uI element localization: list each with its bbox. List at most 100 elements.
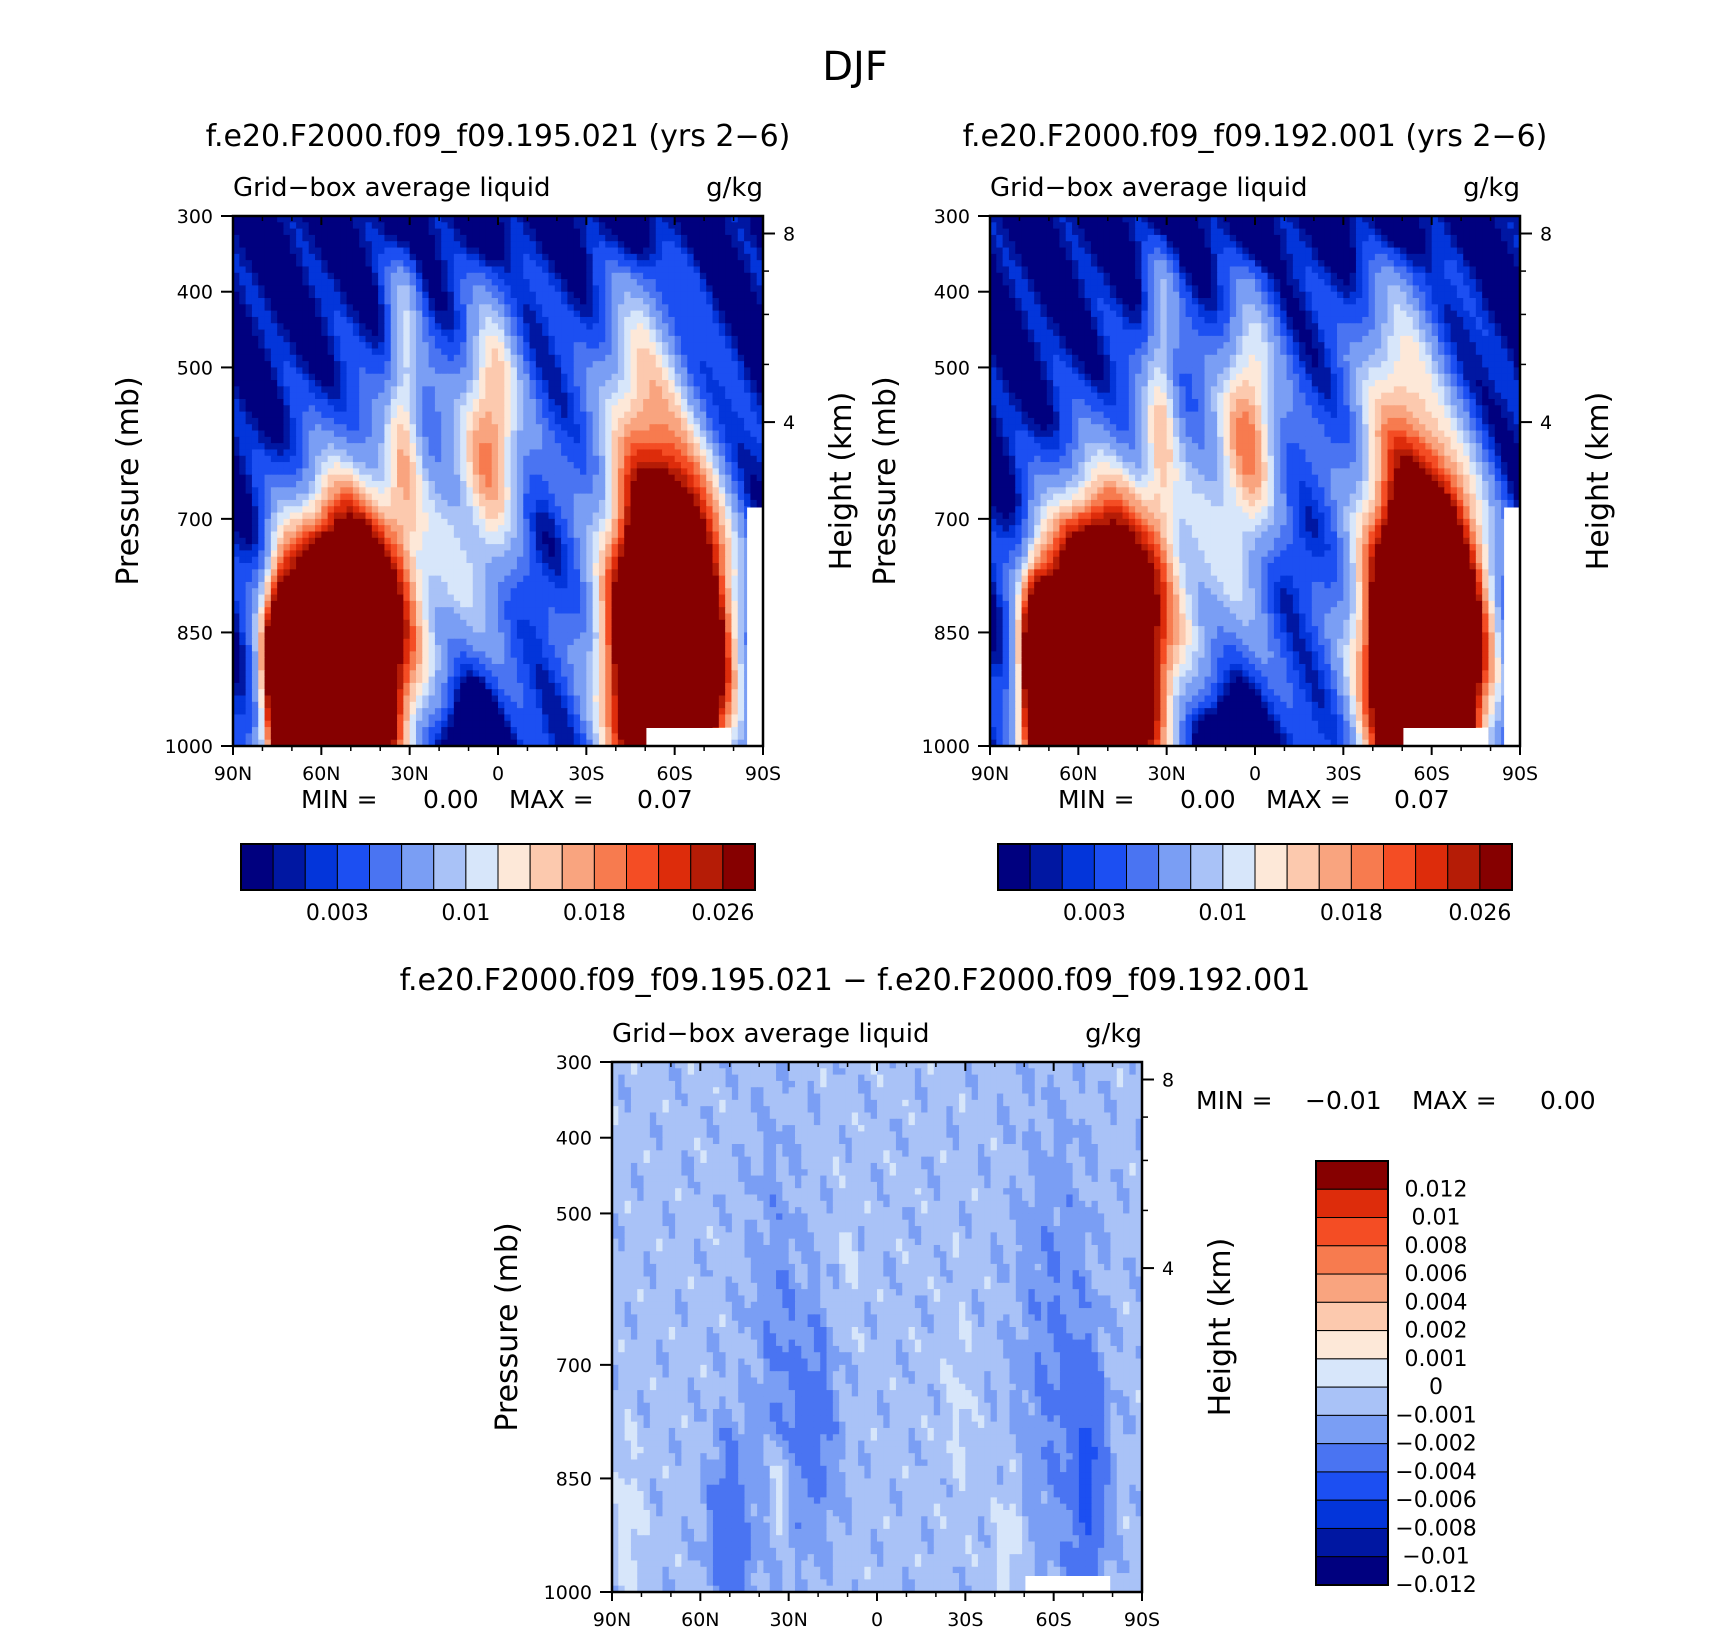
field-cell — [441, 569, 449, 577]
field-cell — [233, 499, 240, 507]
field-cell — [277, 304, 285, 312]
field-cell — [333, 216, 341, 223]
field-cell — [333, 468, 341, 476]
field-cell — [598, 556, 606, 564]
field-cell — [542, 436, 550, 444]
field-cell — [611, 569, 619, 577]
field-cell — [674, 443, 682, 451]
field-cell — [485, 335, 493, 343]
field-cell — [315, 499, 322, 507]
field-cell — [258, 373, 266, 381]
field-cell — [725, 329, 733, 337]
field-cell — [333, 285, 341, 293]
field-cell — [403, 234, 411, 242]
field-cell — [699, 298, 707, 305]
field-cell — [441, 417, 449, 425]
field-cell — [340, 512, 348, 520]
field-cell — [485, 563, 493, 570]
field-cell — [750, 474, 758, 482]
field-cell — [744, 316, 751, 324]
field-cell — [434, 304, 442, 312]
field-cell — [731, 253, 739, 261]
field-cell — [624, 455, 632, 463]
field-cell — [365, 493, 373, 501]
field-cell — [302, 588, 310, 596]
field-cell — [548, 234, 556, 242]
field-cell — [699, 266, 707, 274]
field-cell — [744, 417, 751, 425]
field-cell — [321, 291, 329, 299]
field-cell — [699, 373, 707, 381]
field-cell — [598, 386, 606, 394]
field-cell — [529, 430, 537, 438]
field-cell — [718, 241, 726, 249]
field-cell — [750, 222, 758, 230]
field-cell — [750, 417, 758, 425]
field-cell — [617, 216, 625, 223]
field-cell — [706, 373, 714, 381]
field-cell — [258, 512, 266, 520]
field-cell — [321, 342, 329, 350]
field-cell — [352, 367, 360, 375]
field-cell — [750, 443, 758, 451]
field-cell — [523, 405, 531, 413]
field-cell — [731, 462, 739, 469]
field-cell — [706, 493, 714, 501]
field-cell — [554, 380, 562, 387]
field-cell — [409, 411, 417, 419]
field-cell — [264, 323, 272, 331]
field-cell — [756, 436, 764, 444]
field-cell — [529, 411, 537, 419]
field-cell — [390, 430, 398, 438]
field-cell — [321, 329, 329, 337]
field-cell — [712, 518, 720, 526]
field-cell — [548, 512, 556, 520]
field-cell — [605, 462, 613, 469]
field-cell — [693, 228, 701, 236]
field-cell — [668, 525, 676, 533]
field-cell — [270, 550, 278, 558]
field-cell — [264, 411, 272, 419]
field-cell — [352, 512, 360, 520]
field-cell — [283, 253, 291, 261]
field-cell — [516, 417, 524, 425]
field-cell — [453, 575, 461, 583]
field-cell — [308, 443, 316, 451]
field-cell — [504, 253, 512, 261]
field-cell — [264, 298, 272, 305]
field-cell — [277, 487, 285, 495]
field-cell — [428, 550, 436, 558]
field-cell — [472, 531, 480, 539]
field-cell — [308, 525, 316, 533]
field-cell — [498, 462, 505, 469]
field-cell — [258, 329, 266, 337]
field-cell — [233, 518, 240, 526]
field-cell — [580, 247, 587, 255]
field-cell — [529, 253, 537, 261]
field-cell — [277, 430, 285, 438]
field-cell — [359, 392, 367, 400]
field-cell — [359, 430, 367, 438]
field-cell — [346, 487, 354, 495]
field-cell — [472, 417, 480, 425]
field-cell — [630, 392, 638, 400]
field-cell — [422, 329, 430, 337]
field-cell — [233, 329, 240, 337]
field-cell — [542, 550, 550, 558]
field-cell — [617, 537, 625, 545]
field-cell — [453, 588, 461, 596]
field-cell — [529, 499, 537, 507]
field-cell — [567, 430, 575, 438]
field-cell — [422, 581, 430, 589]
field-cell — [264, 361, 272, 369]
field-cell — [390, 316, 398, 324]
field-cell — [630, 304, 638, 312]
field-cell — [346, 361, 354, 369]
field-cell — [453, 234, 461, 242]
field-cell — [680, 310, 688, 318]
field-cell — [586, 348, 594, 356]
field-cell — [479, 304, 486, 312]
field-cell — [737, 550, 745, 558]
field-cell — [315, 361, 322, 369]
field-cell — [630, 398, 638, 406]
